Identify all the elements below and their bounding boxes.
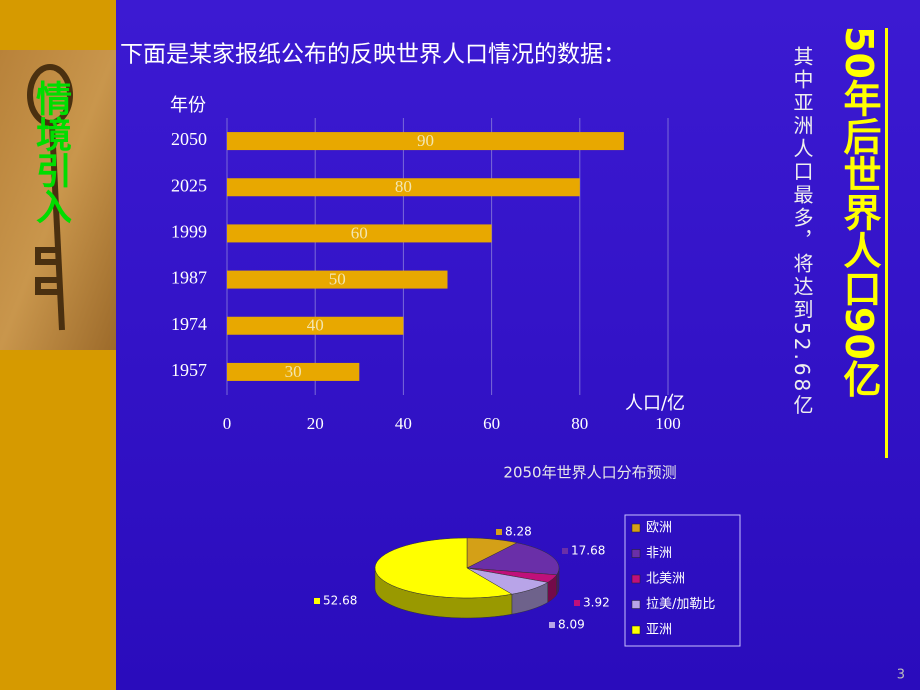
legend-box [624,514,741,647]
y-tick-label: 2050 [171,129,207,149]
x-tick-label: 100 [655,414,681,433]
y-tick-label: 1999 [171,222,207,242]
y-axis-title: 年份 [170,95,206,116]
legend-label: 亚洲 [646,623,672,638]
label-swatch [496,529,502,535]
legend-swatch [631,574,641,584]
y-tick-label: 2025 [171,175,207,195]
page-number: 3 [897,668,905,683]
legend-swatch [631,600,641,609]
y-tick-label: 1987 [171,268,207,288]
label-swatch [314,598,320,604]
x-tick-label: 80 [571,414,588,433]
label-swatch [549,622,555,628]
x-tick-label: 60 [483,414,500,433]
pie-title: 2050年世界人口分布预测 [503,464,676,482]
legend-label: 非洲 [646,546,672,561]
value-label: 40 [307,316,324,335]
slice [466,542,560,576]
y-tick-label: 1974 [171,314,207,334]
headline-rule [885,28,888,458]
slice [466,567,558,583]
side-label: 情境引入 [30,80,71,224]
value-label: 3.92 [583,596,610,610]
value-label: 50 [329,269,346,288]
label-swatch [574,600,580,606]
legend-swatch [631,625,641,635]
value-label: 90 [417,131,434,150]
value-label: 52.68 [323,594,357,608]
key-drawing [27,64,73,331]
x-tick-label: 40 [395,414,412,433]
legend-label: 北美洲 [646,572,685,587]
slice [466,537,518,569]
label-swatch [562,548,568,554]
x-axis-title: 人口/亿 [625,393,685,414]
value-label: 8.09 [558,618,585,632]
bar [227,316,404,335]
x-tick-label: 0 [223,414,232,433]
note: 其中亚洲人口最多，将达到52.68亿 [790,46,814,418]
value-label: 60 [351,223,368,242]
headline: 50年后世界人口90亿 [837,26,881,398]
value-label: 30 [285,362,302,381]
legend-swatch [631,523,641,533]
heading: 下面是某家报纸公布的反映世界人口情况的数据： [120,42,626,68]
bar [227,362,360,381]
y-tick-label: 1957 [171,360,207,380]
slice [466,567,549,595]
value-label: 17.68 [571,544,605,558]
bar [227,132,624,151]
legend-label: 拉美/加勒比 [646,597,715,612]
legend-label: 欧洲 [646,521,672,536]
x-tick-label: 20 [307,414,324,433]
slice [374,537,513,599]
value-label: 8.28 [505,525,532,539]
bar [227,270,448,289]
value-label: 80 [395,177,412,196]
bar [227,224,492,243]
legend-swatch [631,549,641,558]
bar [227,178,580,197]
